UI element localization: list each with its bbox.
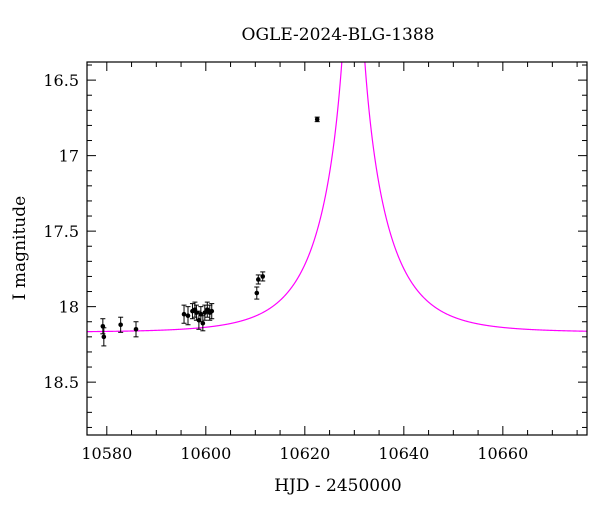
data-point-marker	[185, 313, 191, 319]
data-point-3	[133, 321, 139, 338]
data-points	[100, 116, 320, 347]
model-curve	[87, 62, 587, 333]
data-point-marker	[254, 290, 260, 296]
data-point-marker	[181, 311, 187, 317]
axis-ticks: 10580 10600 10620 10640 10660 16.5 17 17.5 18 18.…	[43, 62, 587, 463]
data-point-16	[254, 286, 260, 300]
y-tick-label: 18.5	[43, 373, 79, 392]
data-point-marker	[260, 274, 266, 279]
x-axis-label: HJD - 2450000	[274, 476, 402, 496]
data-point-marker	[255, 277, 261, 282]
y-tick-label: 16.5	[43, 71, 79, 90]
data-point-18	[260, 271, 266, 282]
data-point-marker	[133, 326, 139, 332]
data-point-marker	[314, 117, 320, 122]
data-point-marker	[118, 322, 123, 328]
x-tick-label: 10600	[180, 444, 231, 463]
chart-title: OGLE-2024-BLG-1388	[242, 25, 435, 45]
data-point-1	[101, 327, 107, 347]
y-tick-label: 18	[59, 298, 79, 317]
y-tick-label: 17.5	[43, 222, 79, 241]
data-point-15	[209, 303, 215, 320]
data-point-marker	[200, 320, 206, 326]
x-tick-label: 10580	[81, 444, 132, 463]
data-point-19	[314, 116, 320, 123]
y-axis-label: I magnitude	[10, 196, 30, 300]
data-point-17	[255, 274, 261, 285]
data-point-marker	[101, 334, 107, 340]
x-tick-label: 10620	[279, 444, 330, 463]
data-point-2	[118, 316, 124, 333]
data-point-4	[181, 304, 187, 324]
plot-frame	[86, 61, 588, 436]
x-tick-label: 10640	[378, 444, 429, 463]
y-tick-label: 17	[59, 147, 79, 166]
data-point-11	[200, 315, 206, 332]
data-point-5	[185, 306, 191, 326]
data-point-marker	[209, 308, 215, 314]
x-tick-label: 10660	[477, 444, 528, 463]
data-point-6	[189, 303, 195, 320]
